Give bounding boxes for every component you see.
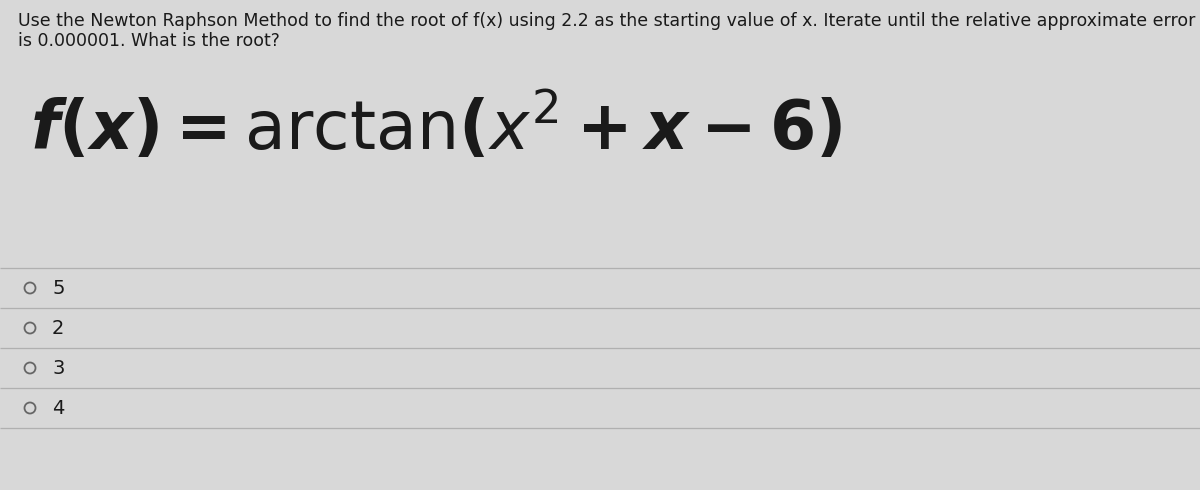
Text: $\boldsymbol{f(x) = \mathrm{arctan}(x^2 + x - 6)}$: $\boldsymbol{f(x) = \mathrm{arctan}(x^2 … bbox=[30, 90, 842, 164]
Text: is 0.000001. What is the root?: is 0.000001. What is the root? bbox=[18, 32, 280, 50]
Text: Use the Newton Raphson Method to find the root of f(x) using 2.2 as the starting: Use the Newton Raphson Method to find th… bbox=[18, 12, 1195, 30]
Text: 3: 3 bbox=[52, 359, 65, 377]
Text: 2: 2 bbox=[52, 318, 65, 338]
Text: 5: 5 bbox=[52, 278, 65, 297]
Text: 4: 4 bbox=[52, 398, 65, 417]
